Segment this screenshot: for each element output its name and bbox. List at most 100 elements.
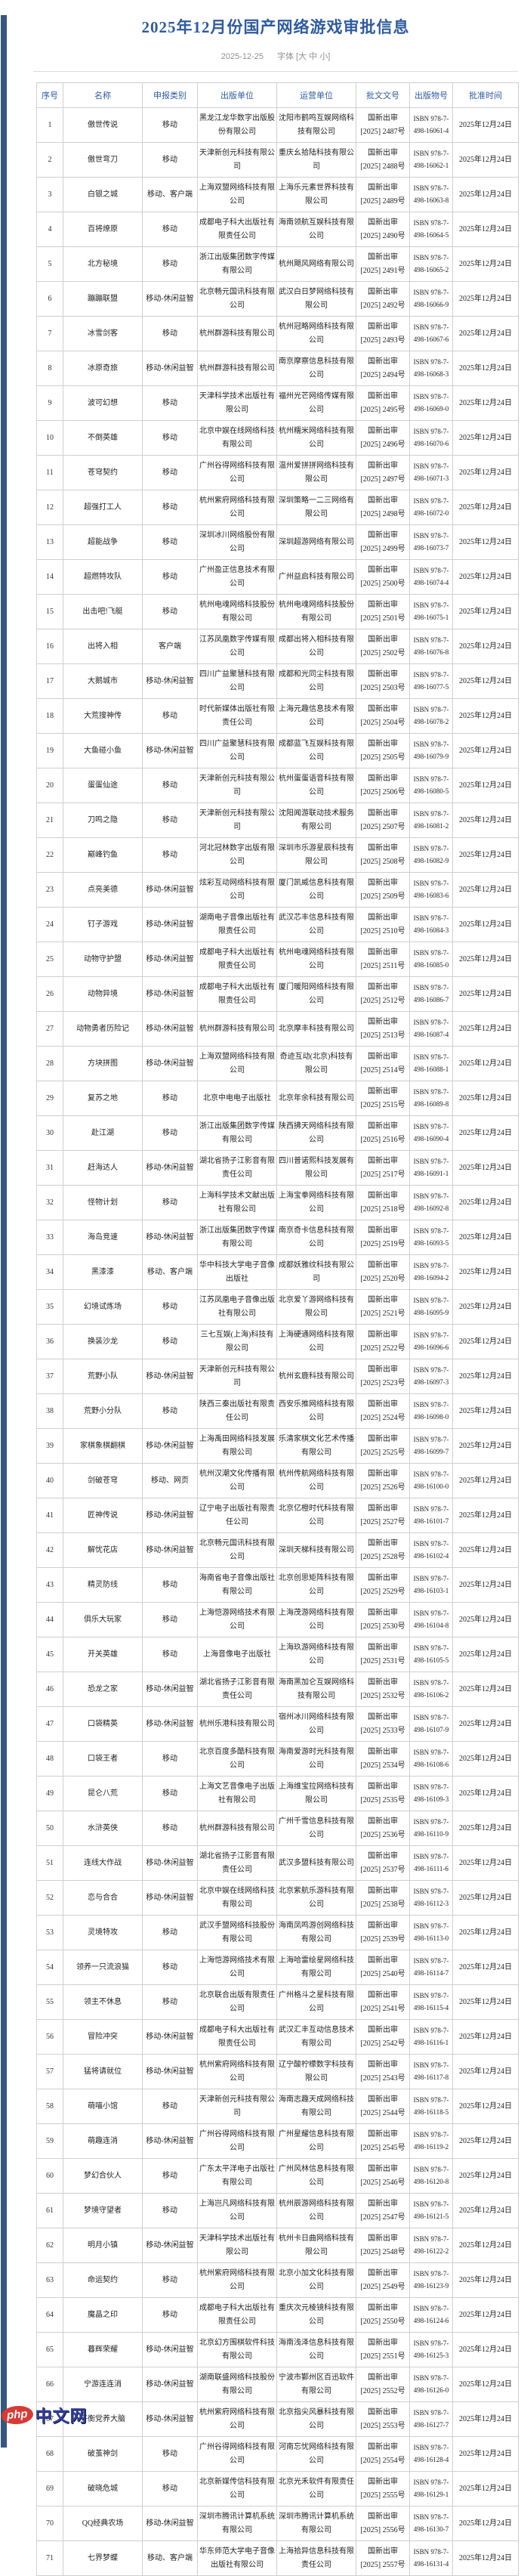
cell-serial: 8 xyxy=(36,351,63,386)
cell-approval-number: 国新出审 [2025] 2540号 xyxy=(356,1950,410,1985)
cell-category: 移动-休闲益智 xyxy=(142,281,198,317)
font-size-control[interactable]: 字体 [大 中 小] xyxy=(277,52,331,61)
table-body: 1 傲世传说 移动 黑龙江龙华数字出版股份有限公司 沈阳市鹤鸣互娱网络科技有限公司 国新出… xyxy=(36,107,519,2576)
cell-operator: 杭州冠略网络科技有限公司 xyxy=(276,316,356,351)
cell-operator: 西安乐推网络科技有限公司 xyxy=(276,1393,356,1429)
cell-serial: 52 xyxy=(36,1880,63,1916)
cell-isbn: ISBN 978-7- 498-16113-0 xyxy=(409,1915,453,1950)
cell-operator: 重庆幺拾陆科技有限公司 xyxy=(276,142,356,178)
cell-serial: 11 xyxy=(36,455,63,490)
table-row: 55 领主不休息 移动 北京联合出版有限责任公司 广州格斗之星科技有限公司 国新出审 [20… xyxy=(36,1984,519,2020)
table-row: 37 荒野小队 移动-休闲益智 天津新创元科技有限公司 杭州玄鹿科技有限公司 国新出审 [2… xyxy=(36,1359,519,1394)
cell-publisher: 上海双盟网络科技有限公司 xyxy=(197,177,277,212)
cell-approval-number: 国新出审 [2025] 2510号 xyxy=(356,907,410,942)
cell-category: 移动 xyxy=(142,1115,198,1151)
cell-publisher: 深圳市腾讯计算机系统有限公司 xyxy=(197,2506,277,2541)
cell-serial: 32 xyxy=(36,1185,63,1220)
cell-approval-date: 2025年12月24日 xyxy=(452,1950,519,1985)
cell-game-name: 荒野小队 xyxy=(63,1359,143,1394)
cell-operator: 杭州辰游网络科技有限公司 xyxy=(276,2193,356,2228)
cell-operator: 上海拾异信息科技有限责任公司 xyxy=(276,2540,356,2576)
cell-operator: 杭州飓风网络有限公司 xyxy=(276,246,356,282)
cell-operator: 乐清家棋文化艺术传播有限公司 xyxy=(276,1428,356,1464)
cell-category: 移动-休闲益智 xyxy=(142,1671,198,1707)
cell-publisher: 北京中娱在线网络科技有限公司 xyxy=(197,420,277,456)
cell-approval-number: 国新出审 [2025] 2539号 xyxy=(356,1915,410,1950)
cell-publisher: 北京畅元国讯科技有限公司 xyxy=(197,281,277,317)
cell-operator: 武汉芯丰信息科技有限公司 xyxy=(276,907,356,942)
cell-serial: 19 xyxy=(36,733,63,768)
cell-operator: 北京光禾软件有限责任公司 xyxy=(276,2471,356,2506)
cell-publisher: 湖北省扬子江影音有限责任公司 xyxy=(197,1671,277,1707)
cell-game-name: 灵境特攻 xyxy=(63,1915,143,1950)
cell-operator: 上海元趣信息技术有限公司 xyxy=(276,698,356,734)
cell-serial: 56 xyxy=(36,2019,63,2055)
table-row: 42 解忧花店 移动-休闲益智 北京畅元国讯科技有限公司 深圳天梯科技有限公司 国新出审[… xyxy=(36,1532,519,1568)
cell-isbn: ISBN 978-7- 498-16104-8 xyxy=(409,1602,453,1637)
cell-category: 移动 xyxy=(142,107,198,143)
cell-publisher: 天津新创元科技有限公司 xyxy=(197,2089,277,2124)
cell-operator: 海南领航互娱科技有限公司 xyxy=(276,212,356,247)
cell-serial: 64 xyxy=(36,2297,63,2333)
cell-approval-date: 2025年12月24日 xyxy=(452,1984,519,2020)
cell-operator: 杭州糯米网络科技有限公司 xyxy=(276,420,356,456)
cell-serial: 59 xyxy=(36,2123,63,2159)
cell-approval-number: 国新出审 [2025] 2488号 xyxy=(356,142,410,178)
cell-game-name: 超强打工人 xyxy=(63,490,143,525)
cell-publisher: 上海文艺音像电子出版社有限公司 xyxy=(197,1776,277,1811)
cell-isbn: ISBN 978-7- 498-16088-1 xyxy=(409,1046,453,1081)
cell-serial: 50 xyxy=(36,1811,63,1846)
cell-approval-number: 国新出审 [2025] 2525号 xyxy=(356,1428,410,1464)
cell-approval-number: 国新出审 [2025] 2533号 xyxy=(356,1706,410,1742)
cell-isbn: ISBN 978-7- 498-16086-7 xyxy=(409,976,453,1012)
cell-serial: 51 xyxy=(36,1845,63,1881)
cell-publisher: 浙江出版集团数字传媒有限公司 xyxy=(197,246,277,282)
cell-approval-number: 国新出审 [2025] 2557号 xyxy=(356,2540,410,2576)
cell-approval-date: 2025年12月24日 xyxy=(452,802,519,838)
cell-approval-date: 2025年12月24日 xyxy=(452,1150,519,1186)
cell-isbn: ISBN 978-7- 498-16105-5 xyxy=(409,1637,453,1672)
cell-isbn: ISBN 978-7- 498-16090-4 xyxy=(409,1115,453,1151)
cell-serial: 42 xyxy=(36,1532,63,1568)
cell-publisher: 海南省电子音像出版社有限公司 xyxy=(197,1567,277,1603)
cell-serial: 21 xyxy=(36,802,63,838)
cell-category: 移动 xyxy=(142,420,198,456)
cell-operator: 广州格斗之星科技有限公司 xyxy=(276,1984,356,2020)
cell-serial: 54 xyxy=(36,1950,63,1985)
cell-serial: 67 xyxy=(36,2401,63,2437)
cell-approval-number: 国新出审 [2025] 2523号 xyxy=(356,1359,410,1394)
cell-game-name: 超燃特攻队 xyxy=(63,559,143,595)
cell-game-name: 七界梦蝶 xyxy=(63,2540,143,2576)
cell-isbn: ISBN 978-7- 498-16127-7 xyxy=(409,2401,453,2437)
cell-serial: 60 xyxy=(36,2158,63,2194)
cell-isbn: ISBN 978-7- 498-16107-9 xyxy=(409,1706,453,1742)
cell-approval-date: 2025年12月24日 xyxy=(452,1532,519,1568)
cell-operator: 杭州传航网络科技有限公司 xyxy=(276,1463,356,1498)
cell-serial: 38 xyxy=(36,1393,63,1429)
cell-approval-date: 2025年12月24日 xyxy=(452,2436,519,2472)
table-row: 52 恋与合合 移动-休闲益智 北京中娱在线网络科技有限公司 北京紫航乐游科技有限公司国… xyxy=(36,1880,519,1916)
cell-approval-number: 国新出审 [2025] 2555号 xyxy=(356,2471,410,2506)
cell-operator: 海南黑加仑互娱网络科技有限公司 xyxy=(276,1671,356,1707)
page-title: 2025年12月份国产网络游戏审批信息 xyxy=(141,18,410,36)
cell-approval-number: 国新出审 [2025] 2528号 xyxy=(356,1532,410,1568)
cell-isbn: ISBN 978-7- 498-16128-4 xyxy=(409,2436,453,2472)
cell-game-name: 冒险冲突 xyxy=(63,2019,143,2055)
cell-game-name: 巅峰钓鱼 xyxy=(63,837,143,873)
cell-approval-date: 2025年12月24日 xyxy=(452,1185,519,1220)
table-row: 4 百将燎原 移动 成都电子科大出版社有限责任公司 海南领航互娱科技有限公司 国新出审 [2… xyxy=(36,212,519,247)
cell-serial: 24 xyxy=(36,907,63,942)
table-row: 70 QQ经典农场 移动-休闲益智 深圳市腾讯计算机系统有限公司 深圳市腾讯计算机系统有… xyxy=(36,2506,519,2541)
cell-category: 移动-休闲益智 xyxy=(142,663,198,699)
header-divider xyxy=(33,71,518,72)
cell-category: 移动-休闲益智 xyxy=(142,2367,198,2402)
cell-operator: 河南忘忧网络科技有限公司 xyxy=(276,2436,356,2472)
cell-game-name: 魔晶之印 xyxy=(63,2297,143,2333)
cell-approval-number: 国新出审 [2025] 2530号 xyxy=(356,1602,410,1637)
cell-isbn: ISBN 978-7- 498-16122-2 xyxy=(409,2228,453,2263)
cell-publisher: 杭州群游科技有限公司 xyxy=(197,351,277,386)
cell-approval-date: 2025年12月24日 xyxy=(452,1289,519,1325)
table-row: 48 口袋王者 移动 北京百度多酷科技有限公司 海南爱游时光科技有限公司 国新出审 [202… xyxy=(36,1741,519,1777)
cell-operator: 杭州蛋蛋语音科技有限公司 xyxy=(276,768,356,803)
cell-operator: 广州风林信息科技有限公司 xyxy=(276,2158,356,2194)
